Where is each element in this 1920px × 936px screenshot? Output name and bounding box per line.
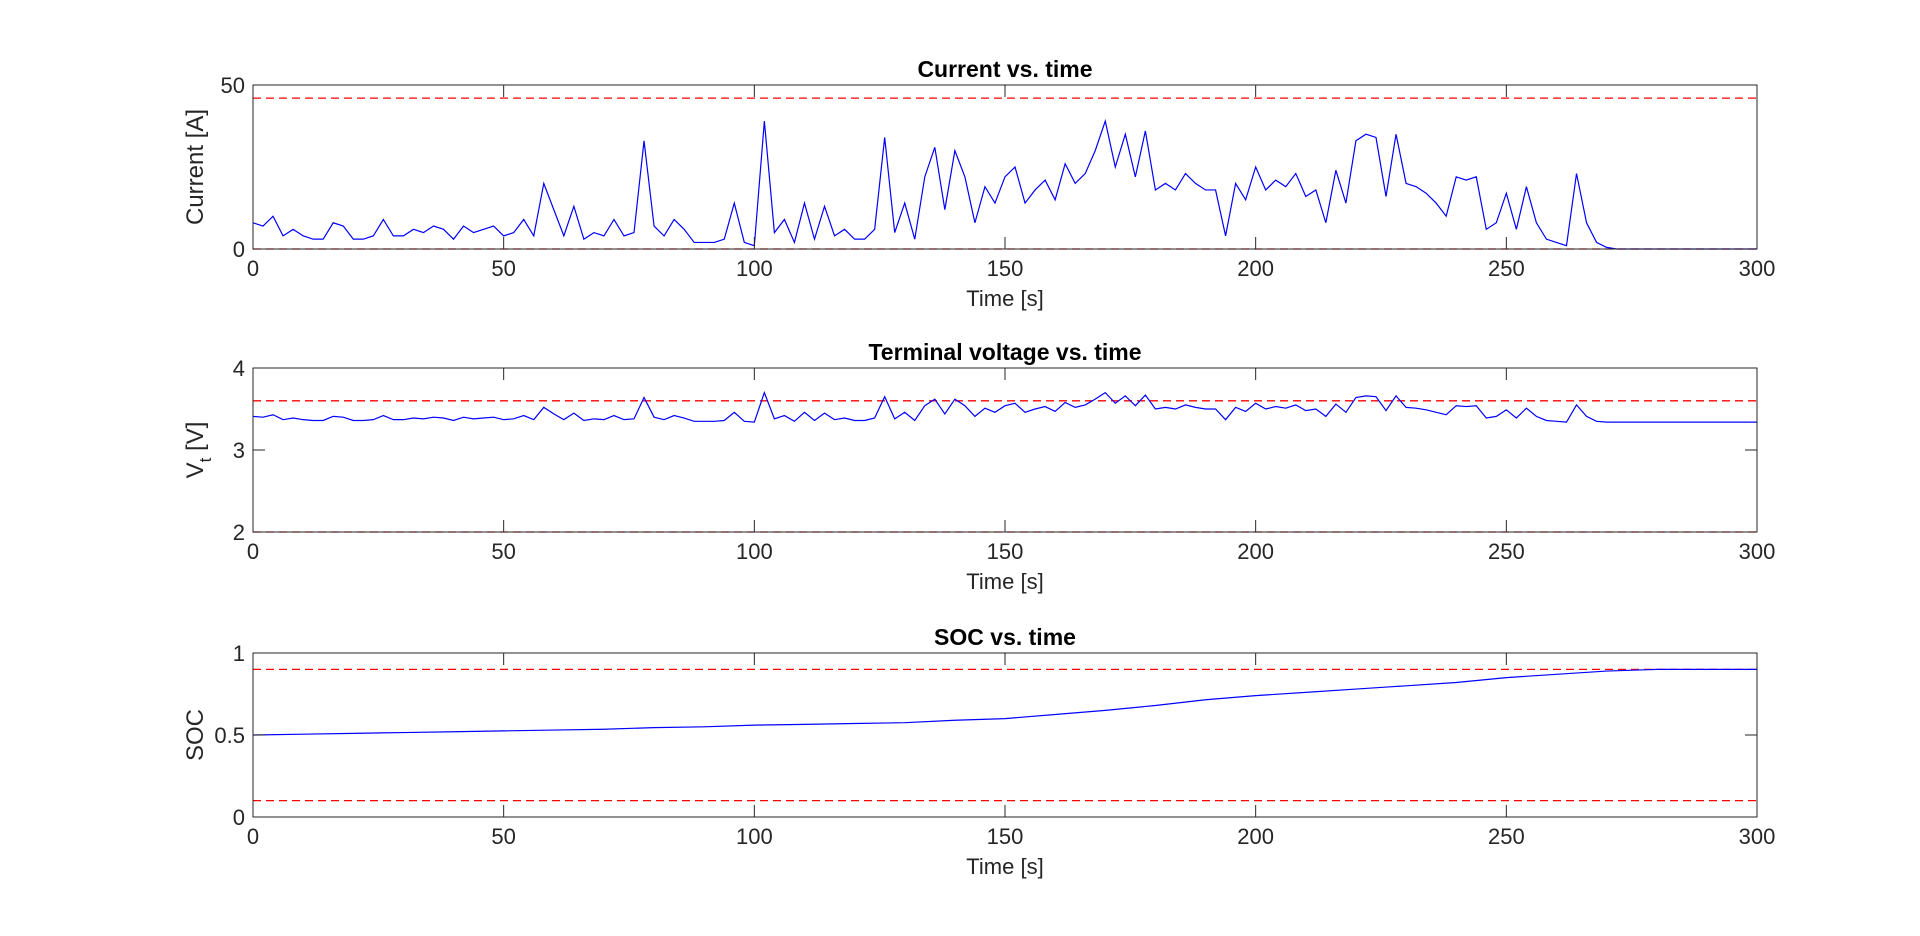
y-tick-label: 4 — [233, 356, 245, 381]
x-tick-label: 100 — [736, 256, 773, 281]
y-tick-label: 50 — [221, 73, 245, 98]
x-axis-label: Time [s] — [966, 569, 1043, 594]
plot-area — [253, 368, 1757, 532]
plot-area — [253, 85, 1757, 249]
chart-title: SOC vs. time — [934, 624, 1076, 650]
y-tick-label: 0.5 — [214, 723, 245, 748]
subplot: 0 50 100 150 200 250 300 0 0.5 1 SOC vs. time Time … — [182, 624, 1775, 879]
data-line — [252, 118, 1757, 250]
x-tick-label: 250 — [1488, 256, 1525, 281]
y-axis-label-suffix: [V] — [182, 422, 209, 458]
x-tick-label: 0 — [247, 256, 259, 281]
x-tick-label: 200 — [1237, 539, 1274, 564]
y-axis-label-text: Current [A] — [182, 109, 209, 225]
data-line — [252, 390, 1757, 423]
x-tick-label: 0 — [247, 824, 259, 849]
y-axis-label-text: SOC — [182, 709, 209, 761]
y-tick-label: 0 — [233, 237, 245, 262]
y-tick-label: 2 — [233, 520, 245, 545]
y-tick-label: 1 — [233, 641, 245, 666]
x-axis-label: Time [s] — [966, 854, 1043, 879]
plot-area — [253, 653, 1757, 817]
x-tick-label: 150 — [987, 539, 1024, 564]
x-tick-label: 150 — [987, 824, 1024, 849]
subplot: 0 50 100 150 200 250 300 2 3 4 Terminal voltage vs… — [182, 339, 1775, 594]
x-tick-label: 50 — [491, 256, 515, 281]
x-tick-label: 200 — [1237, 824, 1274, 849]
x-tick-label: 150 — [987, 256, 1024, 281]
x-tick-label: 250 — [1488, 824, 1525, 849]
x-tick-label: 50 — [491, 824, 515, 849]
x-tick-label: 250 — [1488, 539, 1525, 564]
x-axis-label: Time [s] — [966, 286, 1043, 311]
y-tick-label: 3 — [233, 438, 245, 463]
y-axis-label: Vt [V] — [182, 422, 215, 479]
x-tick-label: 0 — [247, 539, 259, 564]
chart-title: Current vs. time — [917, 56, 1092, 82]
y-axis-label: Current [A] — [182, 109, 209, 225]
x-tick-label: 300 — [1739, 539, 1776, 564]
y-axis-label: SOC — [182, 709, 209, 761]
chart-title: Terminal voltage vs. time — [868, 339, 1141, 365]
x-tick-label: 300 — [1739, 824, 1776, 849]
x-tick-label: 200 — [1237, 256, 1274, 281]
y-axis-label-subscript: t — [196, 457, 215, 462]
x-tick-label: 100 — [736, 824, 773, 849]
x-tick-label: 50 — [491, 539, 515, 564]
x-tick-label: 300 — [1739, 256, 1776, 281]
y-tick-label: 0 — [233, 805, 245, 830]
subplot: 0 50 100 150 200 250 300 0 50 Current vs. time Tim… — [182, 56, 1775, 311]
data-line — [252, 668, 1757, 736]
y-axis-label-text: V — [182, 462, 209, 478]
x-tick-label: 100 — [736, 539, 773, 564]
